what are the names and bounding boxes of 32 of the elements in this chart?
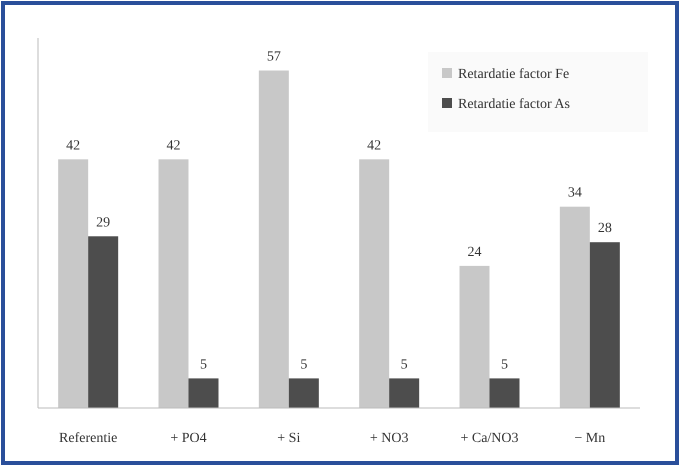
x-tick-label: + NO3: [370, 431, 408, 446]
bar: [288, 378, 319, 408]
x-tick-label: + Si: [277, 431, 300, 446]
legend-label: Retardatie factor As: [458, 97, 570, 112]
data-label: 42: [166, 138, 180, 154]
data-label: 42: [367, 138, 382, 154]
data-label: 5: [200, 357, 207, 372]
bar: [158, 159, 188, 408]
x-tick-label: + PO4: [170, 431, 207, 446]
bar: [560, 206, 590, 408]
data-label: 5: [501, 357, 508, 372]
bar: [58, 159, 88, 408]
data-label: 28: [598, 221, 612, 236]
data-label: 5: [300, 357, 308, 372]
x-tick-label: + Ca/NO3: [460, 431, 519, 446]
bar: [590, 242, 620, 408]
bar: [490, 378, 520, 408]
data-label: 34: [568, 186, 582, 201]
data-label: 42: [66, 138, 80, 154]
bar: [359, 159, 390, 408]
bar: [258, 70, 289, 408]
data-label: 57: [266, 50, 281, 64]
data-label: 29: [96, 215, 110, 230]
bar: [188, 378, 218, 408]
data-label: 5: [400, 357, 408, 372]
data-label: 24: [468, 244, 482, 260]
legend-label: Retardatie factor Fe: [458, 67, 570, 82]
bar: [389, 378, 420, 408]
x-tick-label: Referentie: [59, 431, 118, 446]
x-tick-label: − Mn: [574, 431, 606, 446]
bar: [460, 266, 490, 408]
bar: [88, 236, 118, 408]
